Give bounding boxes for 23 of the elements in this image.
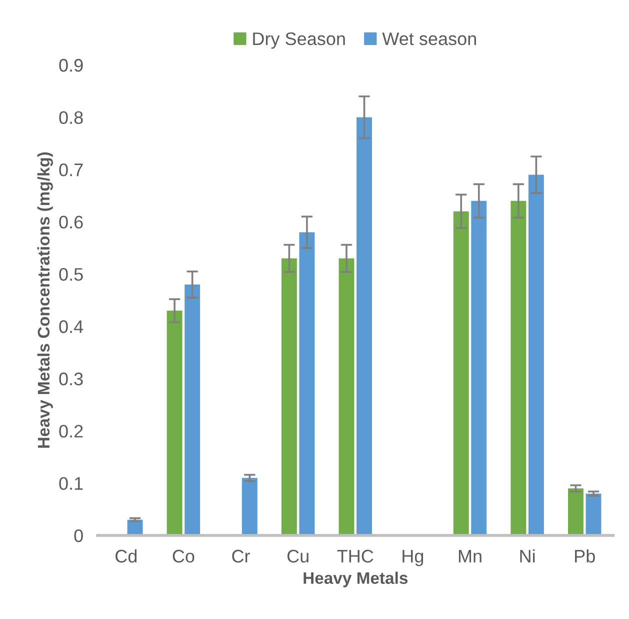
x-tick-label: Cu xyxy=(287,550,308,563)
y-tick-label: 0.1 xyxy=(59,477,83,490)
y-tick-label: 0.5 xyxy=(59,268,83,281)
y-tick-label: 0.8 xyxy=(59,111,83,124)
x-tick-label: Ni xyxy=(520,549,535,562)
x-tick-label: Hg xyxy=(402,550,424,566)
y-tick-label: 0 xyxy=(74,529,83,542)
x-tick-label: Pb xyxy=(575,549,595,563)
y-tick-label: 0.4 xyxy=(59,320,84,334)
x-axis-title: Heavy Metals xyxy=(304,572,408,588)
legend-label: Dry Season xyxy=(253,32,345,49)
y-tick-label: 0.9 xyxy=(59,58,83,72)
x-tick-label: Cr xyxy=(232,550,250,563)
legend-label: Wet season xyxy=(382,32,476,46)
y-tick-label: 0.6 xyxy=(59,216,83,229)
y-axis-title: Heavy Metals Concentrations (mg/kg) xyxy=(37,152,53,448)
y-tick-label: 0.3 xyxy=(59,372,83,386)
x-tick-label: THC xyxy=(337,550,374,563)
x-tick-label: Mn xyxy=(458,550,482,562)
x-tick-label: Co xyxy=(172,550,194,563)
y-tick-label: 0.7 xyxy=(59,163,83,176)
x-tick-label: Cd xyxy=(116,549,137,563)
y-tick-label: 0.2 xyxy=(59,424,83,438)
